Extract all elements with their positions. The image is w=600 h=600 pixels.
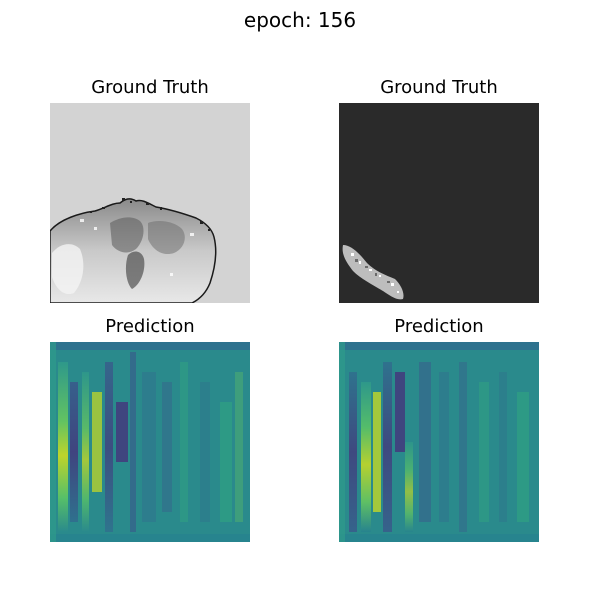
ground-truth-image-1 [50, 103, 250, 303]
figure-title: epoch: 156 [243, 8, 357, 32]
ground-truth-image-2 [339, 103, 539, 303]
prediction-heatmap-2 [339, 342, 539, 542]
prediction-heatmap-1 [50, 342, 250, 542]
panel-title-ground-truth-1: Ground Truth [91, 77, 209, 98]
panel-title-prediction-1: Prediction [105, 316, 195, 337]
panel-title-ground-truth-2: Ground Truth [380, 77, 498, 98]
panel-title-prediction-2: Prediction [394, 316, 484, 337]
